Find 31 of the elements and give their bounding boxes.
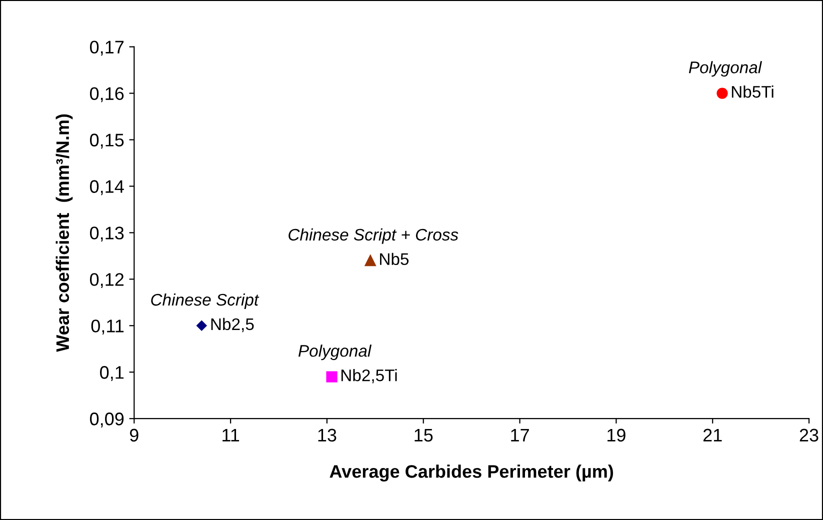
annotation: Polygonal — [298, 344, 372, 360]
y-tick-label: 0,12 — [90, 273, 124, 288]
point — [326, 371, 338, 382]
y-tick-label: 0,13 — [90, 226, 124, 242]
x-tick-label: 17 — [511, 428, 529, 442]
x-tick-label: 21 — [703, 428, 722, 442]
x-tick-label: 11 — [222, 428, 240, 442]
y-axis-title: Wear coefficient (mm³/N.m) — [56, 114, 73, 352]
point — [364, 255, 376, 266]
point — [716, 88, 728, 99]
x-tick-label: 9 — [130, 428, 138, 442]
x-axis-title: Average Carbides Perimeter (µm) — [330, 464, 614, 482]
y-tick-label: 0,11 — [91, 320, 124, 335]
annotation: Chinese Script — [151, 293, 260, 309]
point — [196, 320, 207, 331]
y-tick-label: 0,17 — [90, 40, 124, 56]
series-label: Nb5 — [380, 252, 409, 266]
annotation: Chinese Script + Cross — [288, 228, 458, 244]
series-label: Nb5Ti — [732, 86, 774, 98]
x-tick-label: 13 — [318, 428, 336, 442]
x-tick-label: 19 — [608, 428, 626, 442]
y-tick-label: 0,1 — [100, 366, 124, 381]
series-label: Nb2,5Ti — [341, 369, 397, 384]
series-label: Nb2,5 — [211, 318, 254, 332]
annotation: Polygonal — [688, 61, 762, 77]
y-tick-label: 0,16 — [90, 87, 124, 102]
y-tick-label: 0,09 — [90, 412, 124, 428]
x-tick-label: 23 — [800, 428, 818, 442]
y-tick-label: 0,15 — [90, 134, 124, 149]
y-tick-label: 0,14 — [90, 180, 124, 196]
x-tick-label: 15 — [414, 428, 433, 442]
